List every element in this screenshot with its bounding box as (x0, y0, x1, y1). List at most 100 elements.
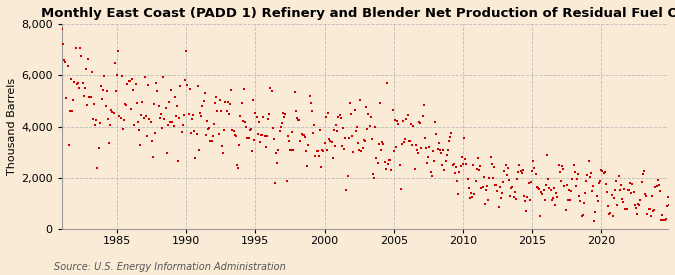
Point (265, 85, 276, 90)
Point (539, 197, 550, 202)
Point (637, 172, 648, 176)
Point (659, 218, 670, 222)
Point (650, 185, 661, 189)
Point (448, 162, 459, 167)
Point (135, 143, 146, 147)
Point (169, 94, 180, 99)
Point (461, 162, 472, 167)
Point (536, 190, 547, 194)
Point (485, 155, 496, 159)
Point (632, 212, 643, 216)
Point (538, 188, 549, 192)
Point (593, 181, 604, 186)
Point (106, 108, 117, 112)
Point (635, 198, 646, 203)
Point (606, 192, 617, 197)
Point (455, 164, 466, 168)
Point (109, 60, 120, 65)
Point (516, 171, 527, 175)
Point (445, 134, 456, 139)
Point (59, 57, 70, 62)
Point (225, 102, 236, 106)
Point (132, 101, 142, 105)
Point (107, 110, 118, 115)
Point (88, 117, 99, 122)
Point (378, 142, 389, 146)
Point (504, 178, 514, 182)
Point (443, 148, 454, 152)
Point (598, 171, 609, 175)
Point (367, 136, 377, 141)
Point (235, 114, 246, 118)
Point (349, 108, 360, 112)
Point (313, 153, 324, 158)
Point (308, 131, 319, 136)
Point (350, 129, 361, 133)
Point (452, 179, 462, 183)
Point (524, 197, 535, 202)
Point (325, 139, 335, 143)
Point (610, 187, 620, 192)
Point (422, 161, 433, 166)
Point (190, 156, 201, 161)
Point (338, 126, 348, 130)
Point (454, 169, 465, 174)
Point (621, 207, 632, 212)
Point (62, 64, 73, 68)
Point (103, 117, 113, 121)
Point (339, 147, 350, 152)
Point (477, 185, 488, 189)
Point (518, 194, 529, 198)
Point (346, 112, 356, 116)
Point (458, 161, 468, 166)
Point (364, 123, 375, 128)
Point (389, 118, 400, 123)
Point (168, 123, 179, 128)
Point (159, 117, 169, 122)
Point (163, 123, 173, 128)
Point (119, 101, 130, 106)
Point (577, 213, 588, 218)
Point (344, 101, 355, 105)
Point (575, 199, 586, 204)
Point (242, 136, 252, 141)
Point (528, 159, 539, 164)
Point (197, 104, 208, 109)
Point (83, 57, 94, 61)
Point (439, 168, 450, 172)
Point (580, 191, 591, 195)
Point (611, 179, 622, 183)
Point (261, 134, 272, 138)
Point (375, 101, 385, 106)
Point (369, 176, 379, 180)
Point (419, 136, 430, 140)
Point (648, 209, 659, 213)
Point (336, 143, 347, 148)
Point (194, 148, 205, 152)
Point (196, 114, 207, 118)
Point (142, 134, 153, 139)
Point (319, 141, 330, 145)
Point (505, 194, 516, 198)
Point (507, 185, 518, 189)
Point (171, 114, 182, 118)
Point (394, 163, 405, 167)
Point (441, 153, 452, 157)
Point (368, 172, 379, 176)
Point (171, 103, 182, 108)
Point (476, 186, 487, 191)
Point (432, 147, 443, 151)
Point (581, 179, 592, 183)
Point (146, 139, 157, 143)
Point (663, 194, 674, 199)
Point (340, 136, 351, 140)
Point (122, 82, 133, 86)
Point (567, 177, 578, 182)
Point (72, 81, 83, 85)
Point (296, 131, 307, 136)
Point (628, 190, 639, 194)
Point (77, 81, 88, 86)
Point (327, 156, 338, 160)
Point (194, 111, 205, 115)
Point (275, 125, 286, 129)
